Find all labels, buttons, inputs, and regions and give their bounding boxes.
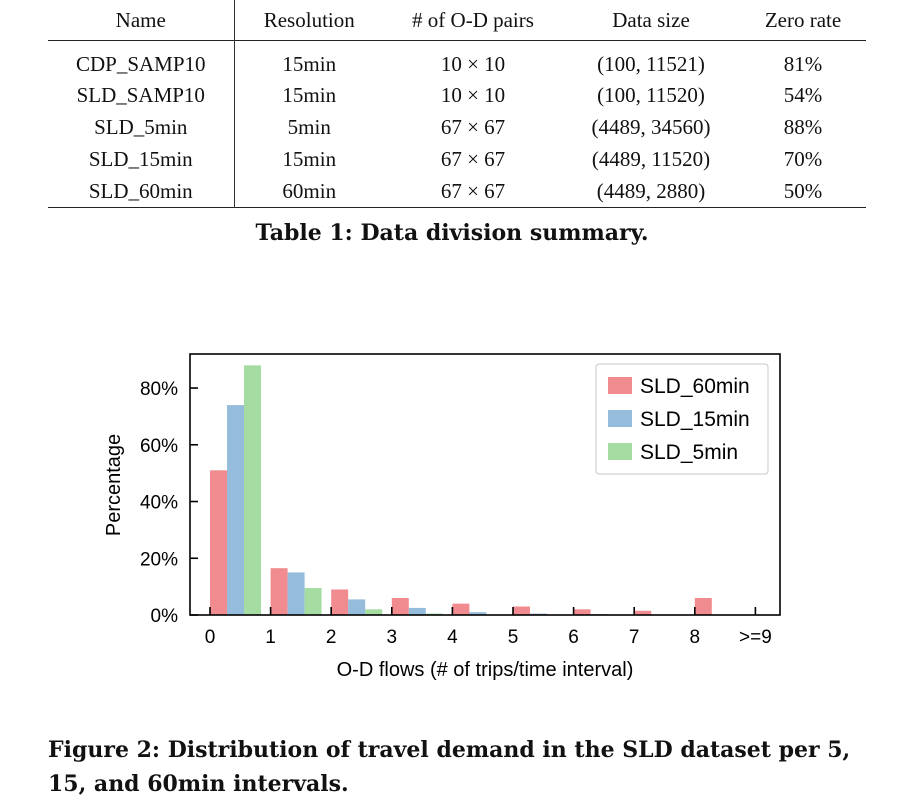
table-row: SLD_5min 5min 67 × 67 (4489, 34560) 88% [48,111,866,143]
y-tick-label: 20% [140,549,178,570]
cell-name: SLD_15min [48,143,235,175]
plot-frame [189,353,781,616]
bar-SLD_15min-1 [287,572,305,615]
table-row: SLD_15min 15min 67 × 67 (4489, 11520) 70… [48,143,866,175]
cell-name: SLD_60min [48,175,235,208]
cell-resolution: 5min [287,114,331,139]
cell-resolution: 15min [282,51,337,76]
figure-caption: Figure 2: Distribution of travel demand … [48,737,851,797]
bars-layer [210,365,729,615]
data-summary-table-wrapper: Name Resolution # of O-D pairs Data size… [48,0,866,208]
y-tick-label: 60% [140,436,178,457]
header-resolution: Resolution [263,7,355,32]
bar-SLD_15min-0 [227,405,244,615]
header-name: Name [48,0,235,41]
table-row: SLD_SAMP10 15min 10 × 10 (100, 11520) 54… [48,79,866,111]
cell-data-size: (4489, 2880) [596,178,706,203]
cell-od-pairs: 10 × 10 [440,51,506,76]
legend-label-SLD_60min: SLD_60min [640,375,750,398]
x-tick-label: 8 [690,627,701,648]
x-tick-label: 2 [326,627,337,648]
header-zero-rate: Zero rate [764,7,842,32]
x-axis: 0 1 2 3 4 5 6 7 8 >=9 [205,607,772,648]
bar-SLD_60min-0 [210,470,227,615]
cell-od-pairs: 67 × 67 [440,178,506,203]
bar-SLD_60min-1 [270,568,288,615]
cell-zero-rate: 70% [783,146,823,171]
y-tick-label: 0% [151,606,179,627]
legend-swatch-SLD_15min [608,410,632,427]
cell-zero-rate: 88% [783,114,823,139]
x-tick-label: 4 [447,627,458,648]
legend-box [595,363,769,475]
bar-SLD_15min-4 [469,612,487,615]
table-row: CDP_SAMP10 15min 10 × 10 (100, 11521) 81… [48,40,866,79]
bar-SLD_5min-1 [304,588,322,615]
bar-SLD_5min-0 [244,365,261,615]
legend-swatch-SLD_5min [608,443,632,460]
cell-zero-rate: 81% [783,51,823,76]
y-tick-label: 80% [140,379,178,400]
cell-od-pairs: 10 × 10 [440,82,506,107]
x-tick-label: 0 [205,627,216,648]
bar-SLD_60min-5 [513,606,530,615]
cell-resolution: 15min [282,146,337,171]
bar-SLD_60min-6 [573,609,591,615]
x-tick-label: 5 [508,627,519,648]
x-tick-label: 6 [568,627,579,648]
table-header-row: Name Resolution # of O-D pairs Data size… [48,0,866,41]
x-tick-label: 7 [629,627,640,648]
bar-SLD_60min-3 [391,597,409,615]
x-axis-label: O-D flows (# of trips/time interval) [337,659,634,681]
cell-name: SLD_SAMP10 [48,79,235,111]
bar-SLD_60min-8 [694,597,712,615]
cell-name: SLD_5min [48,111,235,143]
bar-SLD_60min-2 [331,589,349,615]
data-summary-table: Name Resolution # of O-D pairs Data size… [48,0,866,208]
cell-data-size: (100, 11521) [597,51,705,76]
header-data-size: Data size [612,7,690,32]
chart-legend: SLD_60min SLD_15min SLD_5min [595,363,769,475]
cell-resolution: 15min [282,82,337,107]
y-tick-label: 40% [140,493,178,514]
cell-data-size: (4489, 11520) [591,146,711,171]
cell-od-pairs: 67 × 67 [440,146,506,171]
y-axis-label: Percentage [103,434,125,536]
legend-swatch-SLD_60min [608,377,632,394]
bar-SLD_15min-3 [408,607,426,615]
header-od-pairs: # of O-D pairs [412,7,534,32]
bar-SLD_60min-4 [452,603,470,615]
cell-data-size: (100, 11520) [597,82,705,107]
x-tick-label: 1 [265,627,276,648]
cell-name: CDP_SAMP10 [48,40,235,79]
table-row: SLD_60min 60min 67 × 67 (4489, 2880) 50% [48,175,866,208]
legend-label-SLD_15min: SLD_15min [640,408,750,431]
cell-od-pairs: 67 × 67 [440,114,506,139]
x-tick-label: 3 [387,627,398,648]
bar-SLD_5min-2 [365,609,383,615]
cell-zero-rate: 50% [783,178,823,203]
legend-label-SLD_5min: SLD_5min [640,441,738,464]
cell-resolution: 60min [282,178,337,203]
x-tick-label: >=9 [739,627,772,648]
bar-SLD_15min-2 [348,599,366,615]
cell-zero-rate: 54% [783,82,823,107]
travel-demand-bar-chart: 0% 20% 40% 60% 80% 0 1 2 3 4 5 6 7 8 >=9 Percentage O… [103,353,781,681]
y-axis: 0% 20% 40% 60% 80% [140,379,198,627]
cell-data-size: (4489, 34560) [591,114,711,139]
bar-SLD_60min-7 [634,610,652,615]
table-caption: Table 1: Data division summary. [255,220,649,246]
